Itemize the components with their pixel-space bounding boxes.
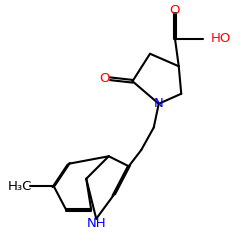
Text: HO: HO [211,32,232,45]
Text: N: N [154,97,164,110]
Text: H₃C: H₃C [8,180,32,193]
Text: O: O [100,72,110,85]
Text: NH: NH [86,217,106,230]
Text: O: O [170,4,180,17]
